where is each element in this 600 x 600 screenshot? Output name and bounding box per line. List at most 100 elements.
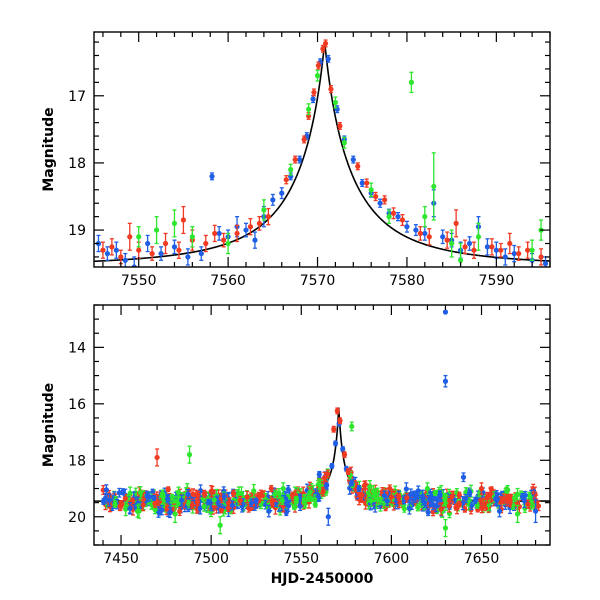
data-point bbox=[332, 96, 339, 109]
data-point bbox=[265, 207, 271, 226]
data-point bbox=[496, 504, 503, 518]
data-point bbox=[301, 494, 307, 505]
data-point bbox=[127, 222, 133, 251]
data-point bbox=[328, 85, 334, 94]
data-point bbox=[314, 69, 321, 82]
data-point bbox=[507, 232, 513, 255]
data-point bbox=[349, 479, 355, 487]
data-point bbox=[211, 494, 217, 506]
data-point bbox=[381, 490, 387, 501]
series-red bbox=[154, 407, 485, 504]
data-point bbox=[167, 506, 173, 519]
data-point bbox=[310, 95, 316, 104]
data-point bbox=[279, 496, 285, 505]
data-point bbox=[252, 231, 258, 249]
data-point bbox=[334, 407, 340, 415]
data-point bbox=[404, 492, 410, 503]
data-point bbox=[475, 222, 482, 251]
data-point bbox=[279, 187, 285, 200]
data-point bbox=[172, 504, 178, 524]
data-point bbox=[270, 193, 276, 206]
data-point bbox=[321, 471, 328, 485]
data-point bbox=[253, 496, 259, 504]
data-point bbox=[152, 499, 158, 508]
data-point bbox=[377, 496, 383, 505]
data-point bbox=[248, 498, 254, 508]
data-point bbox=[442, 492, 448, 500]
data-point bbox=[322, 39, 329, 48]
data-point bbox=[194, 497, 201, 506]
data-point bbox=[449, 229, 455, 258]
data-point bbox=[337, 417, 343, 425]
data-point bbox=[144, 490, 150, 502]
y-tick-label: 16 bbox=[68, 397, 86, 413]
data-point bbox=[511, 244, 517, 263]
data-point bbox=[446, 499, 452, 513]
data-point bbox=[370, 485, 376, 498]
data-point bbox=[542, 256, 549, 267]
data-point bbox=[307, 486, 313, 499]
data-point bbox=[350, 155, 356, 164]
data-point bbox=[396, 493, 402, 501]
data-point bbox=[406, 501, 413, 515]
data-point bbox=[216, 226, 222, 241]
data-point bbox=[442, 518, 449, 538]
data-point bbox=[388, 490, 394, 504]
x-axis-label: HJD-2450000 bbox=[271, 571, 374, 587]
data-point bbox=[489, 238, 495, 256]
data-point bbox=[162, 232, 169, 255]
data-point bbox=[315, 61, 322, 70]
data-point bbox=[404, 220, 410, 233]
data-point bbox=[288, 163, 294, 176]
data-point bbox=[377, 198, 383, 208]
data-point bbox=[484, 238, 491, 256]
data-point bbox=[208, 485, 214, 498]
data-point bbox=[457, 242, 464, 267]
data-point bbox=[205, 498, 212, 506]
data-point bbox=[368, 494, 374, 507]
x-tick-label: 7560 bbox=[210, 273, 246, 289]
data-point bbox=[432, 489, 438, 497]
data-point bbox=[104, 246, 111, 261]
data-point bbox=[113, 241, 119, 259]
x-tick-label: 7570 bbox=[300, 273, 336, 289]
data-point bbox=[117, 500, 124, 511]
data-point bbox=[368, 182, 374, 198]
data-point bbox=[361, 480, 367, 491]
data-point bbox=[285, 484, 291, 494]
data-point bbox=[528, 496, 534, 508]
data-point bbox=[283, 497, 289, 504]
data-point bbox=[280, 482, 286, 495]
data-point bbox=[502, 248, 508, 266]
data-point bbox=[442, 309, 449, 315]
data-point bbox=[285, 499, 292, 512]
data-point bbox=[525, 241, 531, 259]
data-point bbox=[198, 246, 204, 261]
data-point bbox=[185, 488, 191, 500]
data-point bbox=[283, 175, 289, 185]
data-point bbox=[179, 494, 185, 506]
x-tick-label: 7600 bbox=[374, 551, 410, 567]
data-point bbox=[151, 494, 157, 501]
data-point bbox=[395, 211, 401, 222]
data-point bbox=[247, 218, 254, 236]
data-point bbox=[312, 494, 318, 505]
data-point bbox=[431, 152, 437, 221]
data-point bbox=[209, 172, 215, 181]
data-point bbox=[381, 195, 388, 205]
data-point bbox=[177, 506, 183, 517]
top-panel: 7550 7560 7570 7580 7590 17 18 19 Magnitude bbox=[41, 31, 551, 289]
data-point bbox=[412, 494, 418, 503]
data-point bbox=[243, 222, 249, 238]
bottom-panel: 7450 7500 7550 7600 7650 14 16 18 20 Magnitude HJD… bbox=[41, 304, 551, 587]
data-point bbox=[419, 489, 426, 504]
data-point bbox=[514, 487, 521, 501]
data-point bbox=[408, 71, 415, 94]
data-point bbox=[426, 228, 432, 246]
data-point bbox=[399, 213, 406, 227]
y-axis-label: Magnitude bbox=[41, 383, 57, 467]
data-point bbox=[424, 482, 431, 495]
data-point bbox=[237, 495, 243, 506]
data-point bbox=[341, 136, 347, 149]
